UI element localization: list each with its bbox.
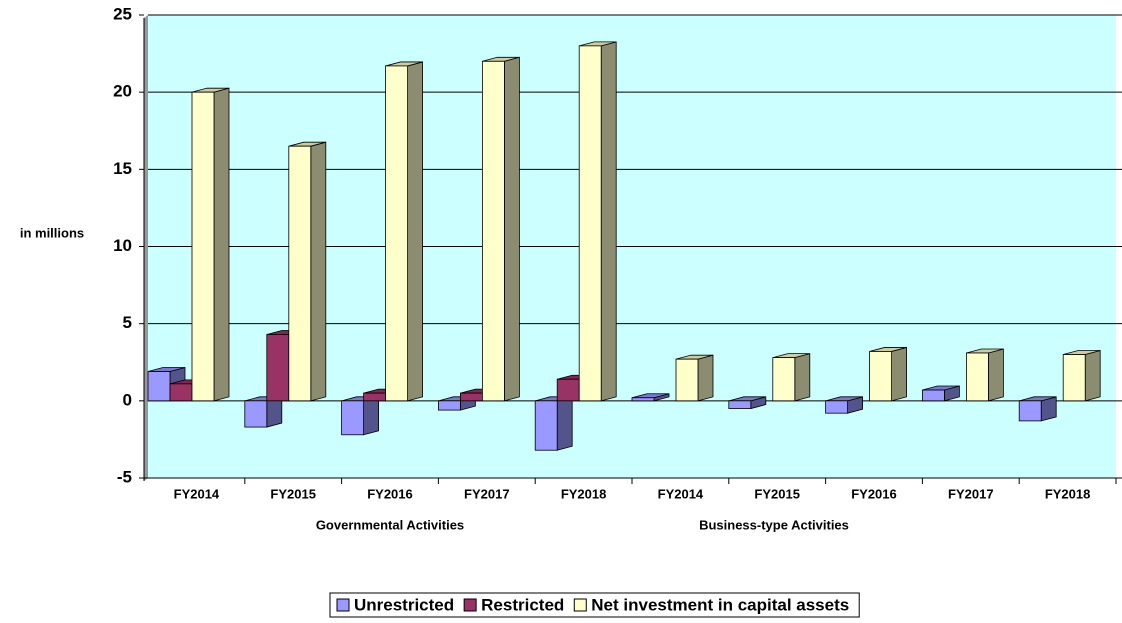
bar	[772, 357, 796, 402]
bar	[147, 371, 171, 402]
bar	[1018, 400, 1042, 422]
bar	[556, 378, 580, 402]
bar	[1062, 354, 1086, 402]
bar-side	[891, 346, 907, 402]
legend-swatch	[336, 598, 350, 612]
group-label: Governmental Activities	[316, 517, 464, 532]
x-tick-label: FY2015	[754, 486, 800, 501]
x-tick-label: FY2014	[658, 486, 704, 501]
bar	[191, 91, 215, 402]
x-tick-label: FY2014	[174, 486, 220, 501]
y-axis-label: in millions	[20, 225, 84, 240]
x-tick-label: FY2017	[464, 486, 510, 501]
bar-side	[363, 396, 380, 436]
x-tick-label: FY2018	[1045, 486, 1091, 501]
bar-side	[1084, 350, 1101, 402]
bar-side	[556, 396, 573, 451]
y-tick-label: 15	[113, 159, 132, 178]
bar-side	[988, 348, 1004, 402]
group-label: Business-type Activities	[699, 517, 849, 532]
bar-side	[407, 61, 424, 402]
bar-side	[600, 41, 617, 402]
bar	[437, 400, 461, 411]
bar	[481, 60, 505, 402]
legend-box	[329, 592, 860, 618]
bar	[966, 352, 989, 402]
bar	[266, 334, 290, 402]
bar	[675, 358, 699, 402]
bar-side	[503, 56, 520, 402]
x-tick-label: FY2016	[851, 486, 897, 501]
y-tick-label: 0	[123, 390, 132, 409]
bar	[728, 400, 752, 409]
bar	[459, 392, 483, 402]
legend-label: Unrestricted	[354, 595, 454, 614]
y-tick-label: -5	[117, 467, 132, 486]
x-tick-label: FY2018	[561, 486, 607, 501]
bar-side	[794, 353, 811, 402]
bar-side	[266, 396, 283, 428]
bar	[534, 400, 558, 451]
bar-side	[697, 354, 714, 402]
legend-swatch	[463, 598, 477, 612]
y-tick-label: 5	[123, 313, 132, 332]
bar	[922, 389, 945, 402]
side-wall	[144, 15, 148, 481]
bar	[244, 400, 268, 428]
legend-label: Restricted	[481, 595, 564, 614]
x-tick-label: FY2016	[367, 486, 413, 501]
bar	[869, 351, 892, 402]
x-tick-label: FY2015	[270, 486, 316, 501]
bar	[385, 65, 409, 402]
bar	[288, 145, 312, 402]
bar-side	[213, 87, 230, 402]
bar	[825, 400, 848, 414]
bar	[341, 400, 365, 436]
bar	[363, 392, 387, 402]
y-tick-label: 10	[113, 236, 132, 255]
legend-swatch	[573, 598, 587, 612]
x-tick-label: FY2017	[948, 486, 994, 501]
bar	[169, 383, 193, 402]
legend-label: Net investment in capital assets	[591, 595, 849, 614]
y-tick-label: 25	[113, 4, 132, 23]
legend: Unrestricted Restricted Net investment in …	[329, 592, 860, 618]
bar-side	[310, 141, 327, 402]
bar	[631, 397, 655, 402]
bar	[578, 45, 602, 402]
y-tick-label: 20	[113, 82, 132, 101]
